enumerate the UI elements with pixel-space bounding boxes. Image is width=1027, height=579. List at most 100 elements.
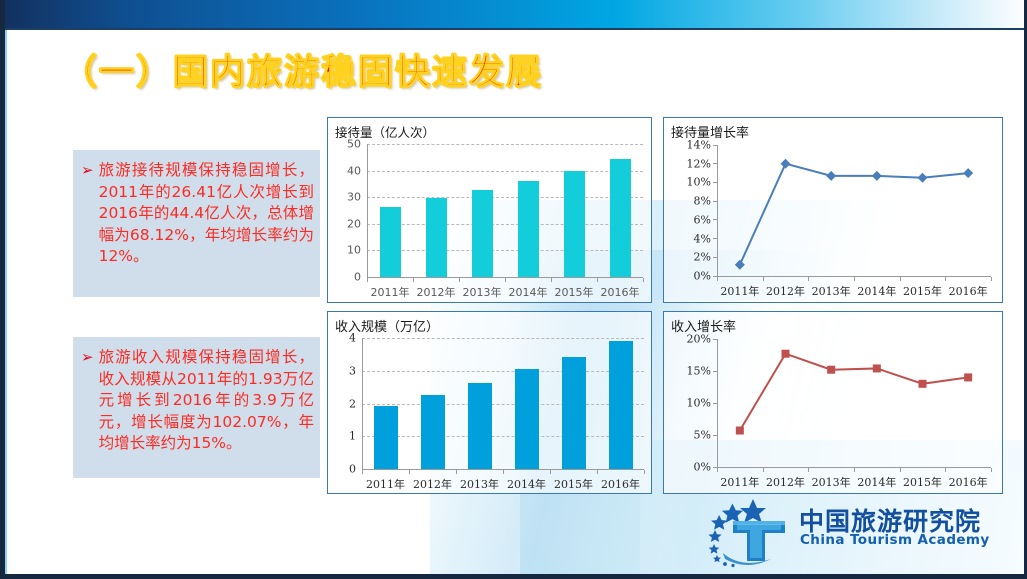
plot-area-reception-growth: 0% 2% 4% 6% 8% 10% 12% 14% 2011年 2012年 2013年 2014年 2… [687,139,992,298]
y-axis-tick [713,181,717,183]
x-axis-tick-label: 2012年 [416,286,456,299]
x-axis-tick-label: 2014年 [507,478,546,491]
x-axis-tick-label: 2015年 [554,478,593,491]
y-axis-tick-label: 5% [693,428,711,442]
data-point-marker [827,365,836,374]
x-axis-tick [899,277,901,281]
y-axis-tick-label: 0 [349,462,356,476]
callout-box-revenue: ➢ 旅游收入规模保持稳固增长，收入规模从2011年的1.93万亿元增长到2016… [73,337,320,478]
logo-name-en: China Tourism Academy [800,532,990,548]
x-axis-tick [854,277,855,281]
chart-title-reception-volume: 接待量（亿人次） [335,125,436,140]
callout-box-reception: ➢ 旅游接待规模保持稳固增长，2011年的26.41亿人次增长到2016年的44… [73,150,320,297]
gridline [367,170,643,172]
x-axis-tick [551,278,552,282]
x-axis-tick-label: 2013年 [460,478,499,491]
top-rule [0,28,1027,30]
x-axis-tick [597,470,598,474]
x-axis-tick [808,277,810,281]
organization-logo: 中国旅游研究院 China Tourism Academy [703,497,993,569]
y-axis-tick-label: 50 [347,137,361,151]
bottom-border [0,574,1027,579]
y-axis-tick-label: 2 [349,397,356,410]
t-logo-icon [708,499,785,568]
y-axis-tick [713,144,717,146]
x-axis-tick [854,468,855,472]
bar [608,341,633,469]
data-point-marker [780,158,791,169]
y-axis-tick-label: 10% [686,175,711,189]
data-point-marker [734,259,745,270]
x-axis-tick [644,470,645,474]
data-point-marker [917,172,928,183]
x-axis-tick-label: 2011年 [370,286,410,299]
x-axis-tick-label: 2015年 [554,286,594,299]
gridline [362,403,644,405]
y-axis-tick-label: 4% [693,232,711,246]
data-point-marker [735,426,744,435]
data-point-marker [918,379,927,388]
plot-area-revenue-scale: 0 1 2 3 4 2011年 2012年 2013年 2014年 2015年 2016年 [349,332,645,491]
x-axis-tick [503,470,504,474]
bar [563,170,585,277]
x-axis-tick-label: 2013年 [811,285,851,298]
page-title: （一）国内旅游稳固快速发展 [61,52,544,93]
data-point-marker [964,373,973,382]
x-axis-tick-label: 2014年 [508,286,548,299]
x-axis-tick [991,468,992,472]
data-point-marker [872,364,881,373]
y-axis-tick-label: 12% [686,157,711,171]
x-axis-tick [762,468,764,472]
x-axis-tick-label: 2013年 [811,476,851,489]
data-point-marker [781,349,790,358]
gridline [362,436,644,438]
y-axis-tick-label: 0% [693,460,711,474]
x-axis-tick [808,468,810,472]
bar [420,394,445,469]
x-axis-tick [459,278,460,282]
bar [425,198,447,277]
gridline [367,250,643,252]
x-axis-tick-label: 2014年 [857,476,897,489]
y-axis-tick-label: 2% [693,250,711,264]
y-axis-tick-label: 20 [347,217,361,231]
x-axis-tick-label: 2012年 [413,478,452,491]
x-axis-tick [945,468,947,472]
y-axis-tick-label: 4 [349,331,356,345]
x-axis-tick-label: 2016年 [600,286,640,299]
y-axis-tick-label: 0 [354,270,361,284]
bar [467,382,492,469]
left-border [0,0,5,579]
y-axis-tick-label: 6% [693,213,711,227]
callout-text-revenue: 旅游收入规模保持稳固增长，收入规模从2011年的1.93万亿元增长到2016年的… [98,348,314,452]
gridline [362,338,644,339]
x-axis-tick [505,278,506,282]
x-axis-tick-label: 2012年 [766,476,805,489]
x-axis-tick-label: 2015年 [903,285,942,298]
plot-area-revenue-growth: 0% 5% 10% 15% 20% 2011年 2012年 2013年 2014年 2015年 20… [687,333,992,489]
x-axis-tick-label: 2011年 [366,478,405,491]
x-axis-tick [456,470,457,474]
y-axis-tick-label: 40 [347,164,361,178]
x-axis-tick [367,278,368,282]
x-axis-tick [550,470,551,474]
data-point-marker [963,168,974,179]
x-axis-tick-label: 2015年 [903,476,942,489]
x-axis-tick-label: 2012年 [766,285,805,298]
bar [561,357,586,469]
callout-text-reception: 旅游接待规模保持稳固增长，2011年的26.41亿人次增长到2016年的44.4… [98,161,314,265]
y-axis-tick-label: 10 [347,243,361,257]
x-axis-tick-label: 2016年 [948,285,988,298]
chart-title-reception-growth: 接待量增长率 [671,126,750,141]
bullet-arrow-icon: ➢ [81,348,94,366]
y-axis-tick-label: 14% [686,138,711,152]
x-axis-tick [597,278,598,282]
x-axis-tick-label: 2011年 [720,285,760,298]
data-point-marker [826,170,837,181]
x-axis-tick [991,277,992,281]
x-axis-tick [717,468,718,472]
line-series [735,349,973,435]
x-axis-tick [413,278,414,282]
gridline [367,223,643,225]
